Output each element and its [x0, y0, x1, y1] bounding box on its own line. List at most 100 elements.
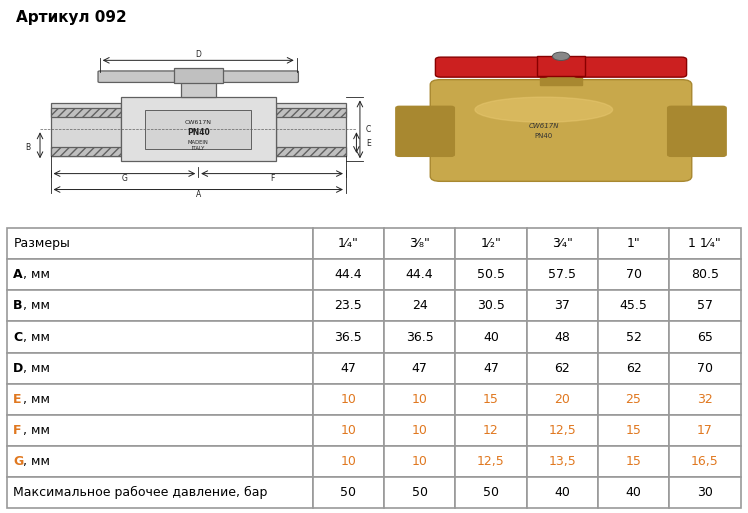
Bar: [384, 446, 456, 477]
Text: 48: 48: [554, 330, 570, 344]
Bar: [669, 352, 741, 384]
Text: 10: 10: [340, 392, 356, 406]
Text: 15: 15: [483, 392, 499, 406]
Bar: [456, 415, 527, 446]
Text: G: G: [121, 173, 127, 183]
Bar: [313, 322, 384, 352]
Text: 80.5: 80.5: [691, 268, 719, 282]
Text: 17: 17: [697, 424, 713, 437]
Text: C: C: [366, 125, 371, 134]
Bar: [527, 446, 598, 477]
Bar: [527, 384, 598, 415]
Bar: [121, 97, 275, 161]
Text: 20: 20: [554, 392, 570, 406]
Text: 36.5: 36.5: [405, 330, 433, 344]
Bar: [456, 290, 527, 322]
Text: 15: 15: [625, 455, 642, 468]
Bar: [313, 352, 384, 384]
Text: 3⁄₈": 3⁄₈": [409, 238, 430, 250]
Text: Размеры: Размеры: [13, 238, 70, 250]
Bar: [598, 228, 669, 260]
Text: 13,5: 13,5: [548, 455, 576, 468]
Bar: [7, 260, 313, 290]
Bar: [7, 290, 313, 322]
Text: , мм: , мм: [23, 268, 50, 282]
Text: 62: 62: [625, 362, 642, 374]
Text: Максимальное рабочее давление, бар: Максимальное рабочее давление, бар: [13, 486, 268, 499]
Text: 62: 62: [554, 362, 570, 374]
Bar: [384, 477, 456, 508]
Bar: [384, 384, 456, 415]
FancyBboxPatch shape: [435, 57, 549, 77]
Bar: [7, 352, 313, 384]
FancyBboxPatch shape: [98, 71, 189, 83]
Bar: [384, 228, 456, 260]
Text: 44.4: 44.4: [405, 268, 433, 282]
Text: 36.5: 36.5: [334, 330, 362, 344]
Text: F: F: [13, 424, 22, 437]
Bar: [669, 260, 741, 290]
Bar: [456, 352, 527, 384]
Bar: [456, 260, 527, 290]
Bar: [527, 477, 598, 508]
Text: 50: 50: [411, 486, 428, 499]
Bar: [51, 103, 121, 156]
Bar: [598, 352, 669, 384]
Text: 50: 50: [483, 486, 499, 499]
Bar: [669, 290, 741, 322]
Ellipse shape: [475, 97, 613, 122]
Bar: [313, 260, 384, 290]
Text: A: A: [13, 268, 23, 282]
Bar: [188, 78, 209, 83]
Text: MADEIN: MADEIN: [188, 140, 209, 145]
Text: A: A: [195, 190, 201, 200]
Text: 1 1⁄₄": 1 1⁄₄": [688, 238, 721, 250]
FancyBboxPatch shape: [573, 57, 687, 77]
Bar: [51, 147, 121, 156]
Text: , мм: , мм: [23, 330, 50, 344]
Text: B: B: [13, 300, 23, 312]
FancyBboxPatch shape: [207, 71, 298, 83]
Bar: [384, 352, 456, 384]
Text: 57.5: 57.5: [548, 268, 576, 282]
Bar: [598, 322, 669, 352]
Bar: [598, 290, 669, 322]
Text: 65: 65: [697, 330, 713, 344]
Bar: [598, 415, 669, 446]
Text: Артикул 092: Артикул 092: [16, 10, 127, 26]
Text: 37: 37: [554, 300, 570, 312]
Text: 32: 32: [697, 392, 713, 406]
Text: , мм: , мм: [23, 424, 50, 437]
Text: 47: 47: [483, 362, 499, 374]
Text: 10: 10: [411, 392, 428, 406]
Text: F: F: [270, 173, 275, 183]
Bar: [598, 477, 669, 508]
Text: D: D: [13, 362, 24, 374]
Text: 1⁄₂": 1⁄₂": [480, 238, 501, 250]
Text: C: C: [13, 330, 22, 344]
Text: 15: 15: [625, 424, 642, 437]
Bar: [313, 290, 384, 322]
Text: , мм: , мм: [23, 392, 50, 406]
Bar: [7, 384, 313, 415]
Text: 16,5: 16,5: [691, 455, 719, 468]
Bar: [527, 228, 598, 260]
Text: 30: 30: [697, 486, 713, 499]
Bar: [313, 228, 384, 260]
Text: 50.5: 50.5: [477, 268, 505, 282]
Text: CW617N: CW617N: [185, 120, 212, 125]
Bar: [7, 322, 313, 352]
Text: E: E: [367, 139, 371, 148]
Text: 40: 40: [554, 486, 570, 499]
Text: PN40: PN40: [187, 128, 209, 137]
Bar: [540, 71, 582, 85]
Text: 1": 1": [627, 238, 640, 250]
Text: 1⁄₄": 1⁄₄": [338, 238, 359, 250]
Bar: [275, 147, 346, 156]
Bar: [456, 446, 527, 477]
Bar: [384, 290, 456, 322]
Text: 24: 24: [411, 300, 427, 312]
Text: 30.5: 30.5: [477, 300, 505, 312]
Bar: [145, 110, 251, 149]
Bar: [7, 477, 313, 508]
